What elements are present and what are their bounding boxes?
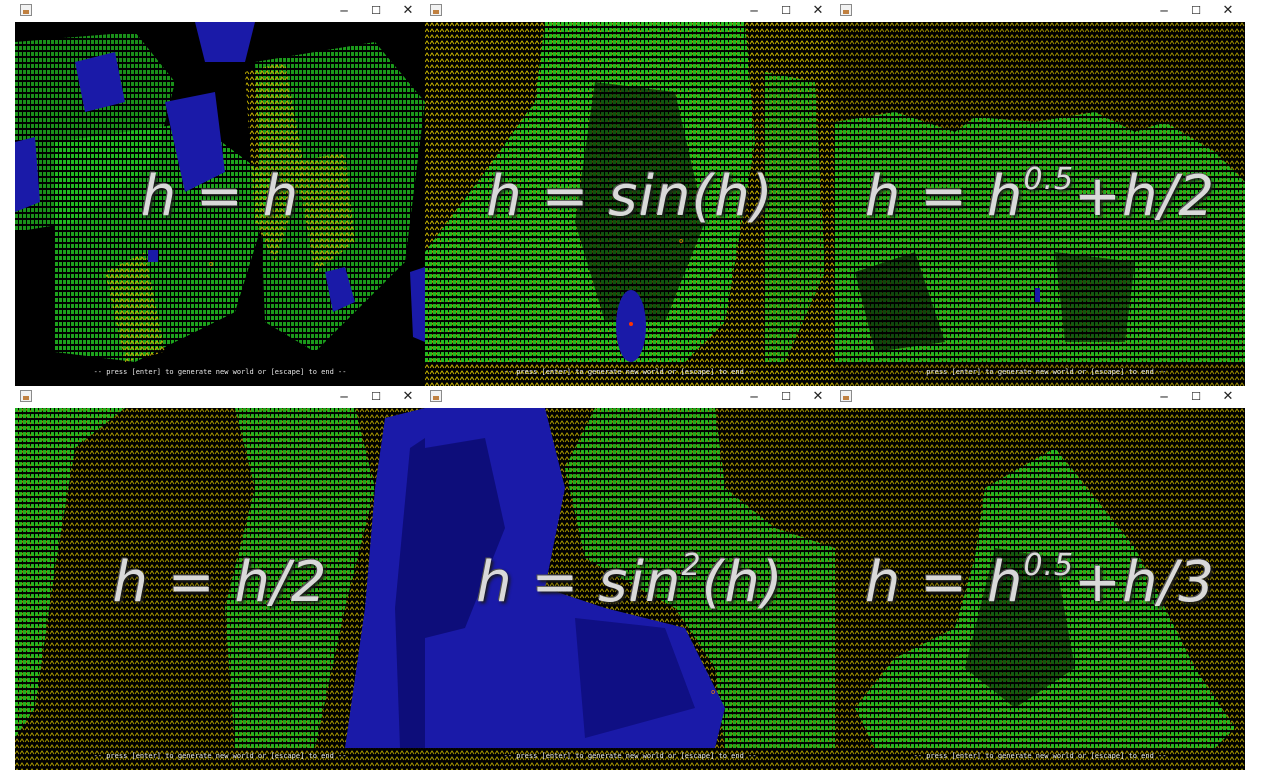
java-app-icon xyxy=(840,390,852,402)
formula-label: h = sin2(h) xyxy=(425,548,835,615)
formula-main: h = h xyxy=(140,164,300,229)
window-h-equals-h-half: ─ ☐ ✕ h = h/2 -- press [enter] to genera… xyxy=(15,386,425,770)
window-h-equals-sin-squared-h: ─ ☐ ✕ h = sin2(h) o -- press [enter] to … xyxy=(425,386,835,770)
close-button[interactable]: ✕ xyxy=(402,3,414,18)
close-button[interactable]: ✕ xyxy=(402,389,414,404)
terrain-map xyxy=(425,408,835,770)
window-h-equals-sqrt-h-plus-third: ─ ☐ ✕ h = h0.5+h/3 -- press [enter] to g… xyxy=(835,386,1245,770)
title-bar[interactable]: ─ ☐ ✕ xyxy=(835,386,1245,408)
world-canvas[interactable]: h = h0.5+h/3 -- press [enter] to generat… xyxy=(835,408,1245,770)
java-app-icon xyxy=(20,4,32,16)
minimize-button[interactable]: ─ xyxy=(750,390,758,404)
status-footer: -- press [enter] to generate new world o… xyxy=(503,752,757,760)
formula-label: h = h0.5+h/3 xyxy=(835,548,1245,615)
window-h-equals-h: ─ ☐ ✕ h = h o -- press xyxy=(15,0,425,386)
status-footer: -- press [enter] to generate new world o… xyxy=(913,368,1167,376)
maximize-button[interactable]: ☐ xyxy=(781,390,791,403)
world-canvas[interactable]: h = sin(h) o -- press [enter] to generat… xyxy=(425,22,835,386)
window-h-equals-sin-h: ─ ☐ ✕ h = sin(h) o -- press [enter] to g… xyxy=(425,0,835,386)
formula-main: h = h xyxy=(864,550,1024,615)
formula-label: h = sin(h) xyxy=(425,162,835,229)
world-canvas[interactable]: h = h o -- press [enter] to generate new… xyxy=(15,22,425,386)
formula-tail: +h/3 xyxy=(1074,550,1216,615)
formula-tail: (h) xyxy=(701,550,784,615)
java-app-icon xyxy=(430,4,442,16)
minimize-button[interactable]: ─ xyxy=(1160,4,1168,18)
maximize-button[interactable]: ☐ xyxy=(1191,390,1201,403)
status-footer: -- press [enter] to generate new world o… xyxy=(93,368,347,376)
terrain-map xyxy=(835,22,1245,386)
world-canvas[interactable]: h = h/2 -- press [enter] to generate new… xyxy=(15,408,425,770)
maximize-button[interactable]: ☐ xyxy=(371,390,381,403)
terrain-map xyxy=(15,22,425,386)
title-bar[interactable]: ─ ☐ ✕ xyxy=(425,386,835,408)
close-button[interactable]: ✕ xyxy=(1222,3,1234,18)
title-bar[interactable]: ─ ☐ ✕ xyxy=(15,386,425,408)
terrain-map xyxy=(835,408,1245,770)
status-footer: -- press [enter] to generate new world o… xyxy=(93,752,347,760)
status-footer: -- press [enter] to generate new world o… xyxy=(913,752,1167,760)
player-marker: o xyxy=(679,237,684,245)
formula-main: h = h xyxy=(864,164,1024,229)
minimize-button[interactable]: ─ xyxy=(340,390,348,404)
java-app-icon xyxy=(20,390,32,402)
formula-main: h = sin xyxy=(476,550,682,615)
formula-tail: +h/2 xyxy=(1074,164,1216,229)
close-button[interactable]: ✕ xyxy=(1222,389,1234,404)
maximize-button[interactable]: ☐ xyxy=(1191,4,1201,17)
status-footer: -- press [enter] to generate new world o… xyxy=(503,368,757,376)
title-bar[interactable]: ─ ☐ ✕ xyxy=(835,0,1245,22)
formula-label: h = h xyxy=(15,162,425,229)
formula-label: h = h/2 xyxy=(15,548,425,615)
formula-label: h = h0.5+h/2 xyxy=(835,162,1245,229)
player-marker: o xyxy=(209,260,214,268)
terrain-map xyxy=(15,408,425,770)
formula-exponent: 0.5 xyxy=(1023,548,1075,583)
window-h-equals-sqrt-h-plus-half: ─ ☐ ✕ h = h0.5+h/2 -- press [enter] to g… xyxy=(835,0,1245,386)
world-canvas[interactable]: h = h0.5+h/2 -- press [enter] to generat… xyxy=(835,22,1245,386)
minimize-button[interactable]: ─ xyxy=(750,4,758,18)
formula-exponent: 0.5 xyxy=(1023,162,1075,197)
formula-exponent: 2 xyxy=(681,548,702,583)
title-bar[interactable]: ─ ☐ ✕ xyxy=(425,0,835,22)
terrain-map xyxy=(425,22,835,386)
java-app-icon xyxy=(840,4,852,16)
world-canvas[interactable]: h = sin2(h) o -- press [enter] to genera… xyxy=(425,408,835,770)
minimize-button[interactable]: ─ xyxy=(1160,390,1168,404)
close-button[interactable]: ✕ xyxy=(812,389,824,404)
close-button[interactable]: ✕ xyxy=(812,3,824,18)
player-marker: o xyxy=(711,688,716,696)
formula-main: h = h/2 xyxy=(112,550,328,615)
java-app-icon xyxy=(430,390,442,402)
maximize-button[interactable]: ☐ xyxy=(371,4,381,17)
minimize-button[interactable]: ─ xyxy=(340,4,348,18)
maximize-button[interactable]: ☐ xyxy=(781,4,791,17)
formula-main: h = sin(h) xyxy=(486,164,774,229)
title-bar[interactable]: ─ ☐ ✕ xyxy=(15,0,425,22)
